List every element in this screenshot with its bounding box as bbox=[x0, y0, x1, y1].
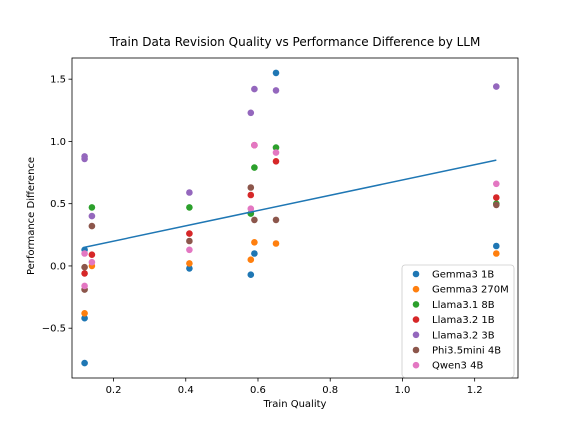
data-point bbox=[186, 237, 193, 245]
data-point bbox=[81, 263, 88, 271]
x-axis-label: Train Quality bbox=[263, 399, 327, 410]
data-point bbox=[186, 230, 193, 237]
data-point bbox=[272, 144, 280, 151]
legend-label: Qwen3 4B bbox=[432, 361, 483, 372]
data-point bbox=[81, 250, 88, 257]
data-point bbox=[81, 314, 88, 322]
data-point bbox=[493, 194, 500, 201]
data-point bbox=[247, 205, 255, 212]
data-point bbox=[88, 222, 96, 230]
data-point bbox=[493, 83, 500, 90]
trend-line bbox=[84, 159, 497, 248]
data-point bbox=[186, 265, 193, 272]
legend-label: Llama3.2 3B bbox=[432, 330, 495, 341]
legend-marker bbox=[412, 285, 420, 293]
data-point bbox=[247, 184, 255, 191]
series-4 bbox=[81, 83, 500, 220]
y-tick-label: 0.0 bbox=[50, 261, 66, 272]
plot-frame bbox=[71, 57, 519, 379]
x-tick-label: 1.2 bbox=[467, 385, 483, 396]
legend-marker bbox=[412, 301, 420, 308]
chart-title: Train Data Revision Quality vs Performan… bbox=[109, 35, 481, 49]
x-tick-label: 0.4 bbox=[178, 385, 194, 396]
data-point bbox=[493, 250, 500, 257]
y-tick-label: −0.5 bbox=[42, 324, 66, 335]
data-point bbox=[247, 191, 255, 199]
data-point bbox=[88, 212, 96, 220]
legend-marker bbox=[412, 361, 420, 369]
legend-marker bbox=[412, 346, 420, 354]
data-point bbox=[272, 69, 280, 77]
x-tick-label: 1.0 bbox=[394, 385, 410, 396]
legend-label: Llama3.2 1B bbox=[432, 315, 495, 326]
data-point bbox=[251, 164, 258, 171]
data-point bbox=[493, 201, 500, 209]
legend-marker bbox=[412, 316, 420, 323]
y-tick-label: 0.5 bbox=[50, 199, 66, 210]
series-2 bbox=[88, 144, 500, 217]
data-point bbox=[272, 216, 280, 224]
data-point bbox=[81, 310, 88, 317]
legend-label: Phi3.5mini 4B bbox=[432, 346, 501, 357]
legend-marker bbox=[412, 270, 420, 278]
data-point bbox=[272, 149, 280, 156]
legend-label: Gemma3 270M bbox=[432, 285, 509, 296]
series-1 bbox=[81, 239, 500, 317]
data-point bbox=[81, 153, 88, 160]
x-tick-label: 0.2 bbox=[106, 385, 122, 396]
data-point bbox=[186, 246, 193, 254]
legend-box bbox=[401, 264, 515, 378]
y-tick-label: 1.5 bbox=[50, 75, 66, 86]
y-axis-label: Performance Difference bbox=[26, 157, 37, 275]
data-point bbox=[251, 239, 258, 246]
y-tick-label: 1.0 bbox=[50, 137, 66, 148]
x-tick-label: 0.6 bbox=[250, 385, 266, 396]
data-point bbox=[251, 85, 258, 93]
series-6 bbox=[81, 141, 500, 290]
data-point bbox=[88, 258, 96, 266]
data-point bbox=[81, 270, 88, 277]
data-point bbox=[251, 250, 258, 257]
legend-label: Gemma3 1B bbox=[432, 270, 494, 281]
plot-area bbox=[81, 69, 500, 367]
x-tick-label: 0.8 bbox=[322, 385, 338, 396]
axes: 0.2 0.4 0.6 0.8 1.0 1.2 −0.5 0.0 0.5 1.0 1.5 bbox=[42, 57, 519, 396]
data-point bbox=[251, 216, 258, 224]
series-3 bbox=[81, 141, 500, 277]
data-point bbox=[272, 158, 280, 165]
data-point bbox=[272, 240, 280, 247]
legend-marker bbox=[412, 331, 420, 339]
data-point bbox=[186, 189, 193, 196]
data-point bbox=[493, 180, 500, 188]
data-point bbox=[186, 260, 193, 267]
data-point bbox=[186, 204, 193, 211]
data-point bbox=[88, 204, 96, 211]
data-point bbox=[247, 109, 255, 117]
legend: Gemma3 1B Gemma3 270M Llama3.1 8B Llama3.2 … bbox=[401, 264, 515, 378]
data-point bbox=[493, 242, 500, 250]
data-point bbox=[247, 256, 255, 264]
data-point bbox=[81, 359, 88, 367]
data-point bbox=[251, 141, 258, 149]
data-point bbox=[272, 87, 280, 94]
legend-label: Llama3.1 8B bbox=[432, 300, 495, 311]
data-point bbox=[88, 251, 96, 258]
data-point bbox=[247, 271, 255, 279]
data-point bbox=[81, 282, 88, 290]
